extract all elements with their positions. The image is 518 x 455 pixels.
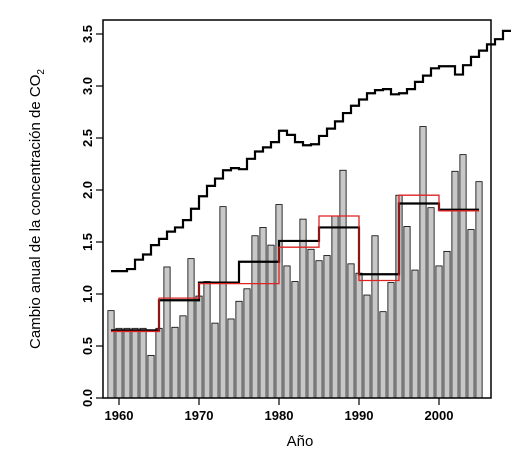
bar-1989 (347, 263, 355, 399)
bar-1999 (427, 207, 435, 399)
bar-1993 (379, 311, 387, 399)
y-tick-label-1.5: 1.5 (80, 233, 95, 251)
black-step-line-0 (111, 29, 511, 273)
bar-1974 (227, 318, 235, 399)
bar-2002 (451, 170, 459, 399)
x-tick-label-1980: 1980 (265, 408, 294, 423)
bar-1984 (307, 248, 315, 399)
bar-1972 (211, 322, 219, 399)
bar-1966 (163, 266, 171, 399)
black-step-line-1 (111, 202, 479, 332)
x-tick-label-1970: 1970 (185, 408, 214, 423)
bar-1968 (179, 315, 187, 399)
y-tick-label-0.5: 0.5 (80, 337, 95, 355)
plot-frame (102, 19, 492, 399)
y-axis-title: Cambio anual de la concentración de CO2 (27, 69, 47, 349)
y-tick-label-3.5: 3.5 (80, 25, 95, 43)
bar-1992 (371, 235, 379, 399)
bar-2001 (443, 250, 451, 399)
bar-1991 (363, 294, 371, 399)
bar-1985 (315, 260, 323, 399)
x-tick-label-2000: 2000 (425, 408, 454, 423)
bar-1980 (275, 204, 283, 399)
y-tick-label-2.0: 2.0 (80, 181, 95, 199)
bar-1959 (107, 310, 115, 399)
bar-1965 (155, 327, 163, 399)
y-tick-label-1.0: 1.0 (80, 285, 95, 303)
axes-layer: 1960 1970 1980 1990 2000 0.0 0.5 1.0 1.5 2.0 2.5 3.… (80, 25, 453, 423)
lines-layer (111, 29, 511, 333)
bar-1976 (243, 288, 251, 399)
x-tick-label-1960: 1960 (105, 408, 134, 423)
bar-1979 (267, 244, 275, 399)
bar-1997 (411, 269, 419, 399)
bar-2004 (467, 229, 475, 399)
bar-1998 (419, 126, 427, 399)
bars-layer (107, 126, 483, 399)
y-tick-label-0.0: 0.0 (80, 389, 95, 407)
red-step-line-2 (111, 194, 479, 333)
y-axis-title-subscript: 2 (36, 69, 47, 75)
y-axis-title-main: Cambio anual de la concentración de CO (27, 75, 44, 349)
bar-1960 (115, 327, 123, 399)
x-axis-title: Año (287, 433, 314, 450)
bar-1969 (187, 258, 195, 399)
bar-1996 (403, 225, 411, 399)
bar-1975 (235, 300, 243, 399)
bar-1961 (123, 327, 131, 399)
x-tick-label-1990: 1990 (345, 408, 374, 423)
y-tick-label-2.5: 2.5 (80, 129, 95, 147)
bar-1970 (195, 295, 203, 399)
bar-1977 (251, 235, 259, 399)
bar-1971 (203, 281, 211, 399)
bar-1967 (171, 326, 179, 399)
bar-1988 (339, 169, 347, 399)
bar-1986 (323, 255, 331, 399)
bar-1983 (299, 218, 307, 399)
bar-1994 (387, 282, 395, 399)
bar-1990 (355, 272, 363, 399)
bar-2000 (435, 265, 443, 399)
bar-1963 (139, 327, 147, 399)
y-tick-label-3.0: 3.0 (80, 77, 95, 95)
bar-1978 (259, 227, 267, 399)
bar-1973 (219, 206, 227, 399)
bar-2005 (475, 181, 483, 399)
bar-1964 (147, 354, 155, 399)
bar-1982 (291, 281, 299, 399)
bar-1987 (331, 215, 339, 399)
bar-1981 (283, 265, 291, 399)
bar-2003 (459, 154, 467, 399)
bar-1962 (131, 327, 139, 399)
